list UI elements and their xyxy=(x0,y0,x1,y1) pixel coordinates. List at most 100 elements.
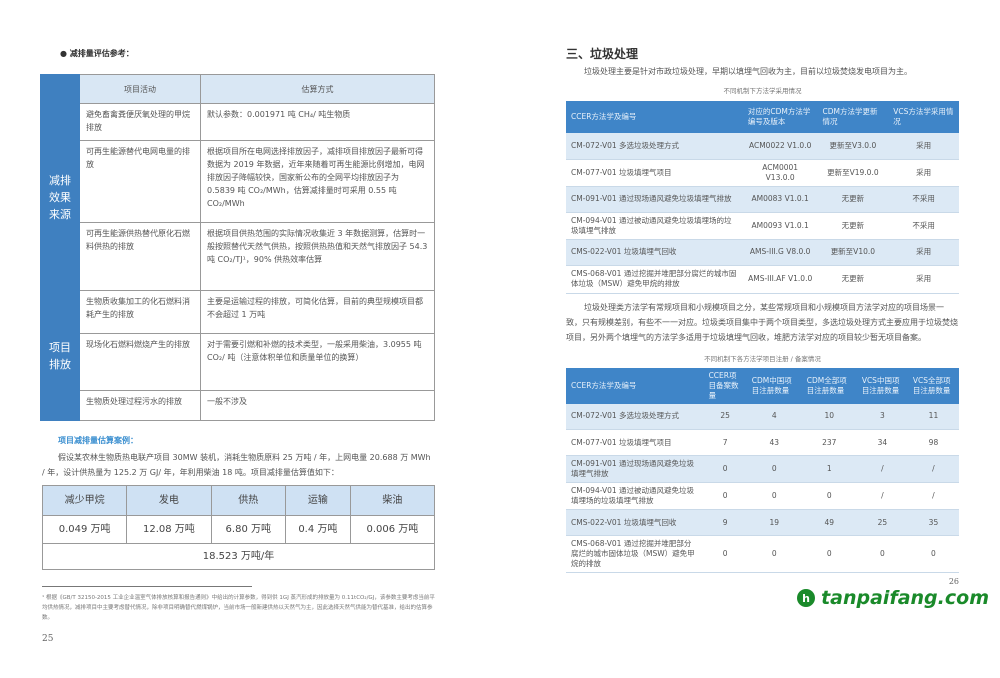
table-row: CMS-022-V01 垃圾填埋气回收 9 19 49 25 35 xyxy=(566,509,959,536)
methodology-table: CCER方法学及编号 对应的CDM方法学编号及版本 CDM方法学更新情况 VCS方法学… xyxy=(566,101,959,294)
page-number: 26 xyxy=(948,577,959,586)
value-cell: 0 xyxy=(801,482,857,510)
method-name-cell: CMS-022-V01 垃圾填埋气回收 xyxy=(566,239,743,266)
value-cell: 0 xyxy=(703,455,747,483)
table-row: CM-072-V01 多选垃圾处理方式 25 4 10 3 11 xyxy=(566,403,959,430)
table-row: CM-072-V01 多选垃圾处理方式 ACM0022 V1.0.0 更新至V3.0… xyxy=(566,133,959,160)
method-cell: 一般不涉及 xyxy=(200,390,435,421)
table1-caption: 不同机制下方法学采用情况 xyxy=(723,87,802,95)
value-cell: 0 xyxy=(746,535,802,573)
value-cell: 无更新 xyxy=(817,212,889,240)
method-name-cell: CM-094-V01 通过被动通风避免垃圾填埋场的垃圾填埋气排放 xyxy=(566,482,704,510)
value-cell: 0 xyxy=(746,455,802,483)
method-cell: 对于需要引燃和补燃的技术类型，一般采用柴油，3.0955 吨 CO₂/ 吨（注意… xyxy=(200,333,435,391)
registration-table: CCER方法学及编号 CCER项目备案数量 CDM中国项目注册数量 CDM全部项目注册… xyxy=(566,367,959,573)
value-cell: 49 xyxy=(801,509,857,536)
column-header: CDM方法学更新情况 xyxy=(817,101,889,133)
group-label: 项目排放 xyxy=(40,290,80,421)
footer: 26 h tanpaifang.com xyxy=(566,577,989,609)
table-row: CM-077-V01 垃圾填埋气项目 7 43 237 34 98 xyxy=(566,429,959,456)
value-cell: 98 xyxy=(907,429,959,456)
leaf-logo-icon: h xyxy=(797,589,816,607)
value-cell: 不采用 xyxy=(888,212,959,240)
value-cell: 10 xyxy=(801,403,857,430)
watermark-logo: h tanpaifang.com xyxy=(797,587,989,609)
summary-value: 0.006 万吨 xyxy=(349,515,436,544)
activity-cell: 可再生能源替代电网电量的排放 xyxy=(79,140,201,223)
value-cell: 11 xyxy=(907,403,959,430)
column-header: CCER方法学及编号 xyxy=(566,101,743,133)
table-row: 可再生能源供热替代原化石燃料供热的排放 根据项目供热范围的实际情况收集近 3 年数… xyxy=(41,222,435,291)
column-header: CCER项目备案数量 xyxy=(703,367,747,404)
method-name-cell: CM-077-V01 垃圾填埋气项目 xyxy=(566,159,743,187)
table-row: CM-091-V01 通过现场通风避免垃圾填埋气排放 AM0083 V1.0.1 无… xyxy=(566,186,959,213)
summary-total: 18.523 万吨/年 xyxy=(42,543,435,570)
table-row: 可再生能源替代电网电量的排放 根据项目所在电网选择排放因子，减排项目排放因子最新可… xyxy=(41,140,435,223)
table-row: CM-094-V01 通过被动通风避免垃圾填埋场的垃圾填埋气排放 0 0 0// xyxy=(566,482,959,510)
value-cell: / xyxy=(856,455,908,483)
section-title: 三、垃圾处理 xyxy=(566,47,639,61)
value-cell: ACM0001 V13.0.0 xyxy=(742,159,818,187)
value-cell: 0 xyxy=(703,482,747,510)
method-name-cell: CM-094-V01 通过被动通风避免垃圾填埋场的垃圾填埋气排放 xyxy=(566,212,743,240)
watermark-text: tanpaifang.com xyxy=(821,587,989,609)
value-cell: AMS-III.G V8.0.0 xyxy=(742,239,818,266)
value-cell: 1 xyxy=(801,455,857,483)
header-method: 估算方式 xyxy=(200,74,435,104)
value-cell: 43 xyxy=(746,429,802,456)
method-cell: 主要是运输过程的排放，可简化估算，目前的典型规模项目都不会超过 1 万吨 xyxy=(200,290,435,334)
summary-header: 运输 xyxy=(285,485,351,516)
activity-cell: 生物质处理过程污水的排放 xyxy=(79,390,201,421)
method-cell: 默认参数：0.001971 吨 CH₄/ 吨生物质 xyxy=(200,103,435,141)
value-cell: / xyxy=(907,482,959,510)
activity-cell: 可再生能源供热替代原化石燃料供热的排放 xyxy=(79,222,201,291)
page-right: 三、垃圾处理 垃圾处理主要是针对市政垃圾处理，早期以填埋气回收为主，目前以垃圾焚… xyxy=(566,47,989,609)
section-heading: ● 减排量评估参考： xyxy=(60,49,134,58)
value-cell: AM0083 V1.0.1 xyxy=(742,186,818,213)
column-header: 对应的CDM方法学编号及版本 xyxy=(742,101,818,133)
summary-value: 0.4 万吨 xyxy=(285,515,351,544)
value-cell: AMS-III.AF V1.0.0 xyxy=(742,265,818,294)
value-cell: 采用 xyxy=(888,133,959,160)
value-cell: 7 xyxy=(703,429,747,456)
table-row: 现场化石燃料燃烧产生的排放 对于需要引燃和补燃的技术类型，一般采用柴油，3.095… xyxy=(41,333,435,391)
column-header: VCS全部项目注册数量 xyxy=(907,367,959,404)
value-cell: 3 xyxy=(856,403,908,430)
footnote-divider xyxy=(42,586,252,587)
table-row: 减排效果来源 避免畜禽粪便厌氧处理的甲烷排放 默认参数：0.001971 吨 CH₄… xyxy=(40,103,435,291)
method-name-cell: CM-072-V01 多选垃圾处理方式 xyxy=(566,133,743,160)
value-cell: 237 xyxy=(801,429,857,456)
summary-header: 发电 xyxy=(126,485,212,516)
column-header: CDM中国项目注册数量 xyxy=(746,367,802,404)
table-row: CMS-068-V01 通过挖掘并堆肥部分腐烂的城市固体垃圾（MSW）避免甲烷的… xyxy=(566,535,959,573)
method-cell: 根据项目供热范围的实际情况收集近 3 年数据测算，估算时一般按照替代天然气供热，… xyxy=(200,222,435,291)
table-row: CM-077-V01 垃圾填埋气项目 ACM0001 V13.0.0 更新至V19.… xyxy=(566,159,959,187)
value-cell: 无更新 xyxy=(817,186,889,213)
column-header: VCS方法学采用情况 xyxy=(888,101,959,133)
value-cell: 4 xyxy=(746,403,802,430)
column-header: CDM全部项目注册数量 xyxy=(801,367,857,404)
table-row: 项目排放 生物质收集加工的化石燃料消耗产生的排放 主要是运输过程的排放，可简化估算，… xyxy=(40,290,435,421)
case-text: 假设某农林生物质热电联产项目 30MW 装机，消耗生物质原料 25 万吨 / 年… xyxy=(42,453,431,477)
table2-caption: 不同机制下各方法学项目注册 / 备案情况 xyxy=(704,354,821,363)
page-number: 25 xyxy=(42,634,54,644)
value-cell: 25 xyxy=(703,403,747,430)
method-cell: 根据项目所在电网选择排放因子，减排项目排放因子最新可得数据为 2019 年数据，… xyxy=(200,140,435,223)
activity-cell: 生物质收集加工的化石燃料消耗产生的排放 xyxy=(79,290,201,334)
value-cell: 更新至V19.0.0 xyxy=(817,159,889,187)
group-header-spacer xyxy=(40,74,80,104)
value-cell: 采用 xyxy=(888,265,959,294)
value-cell: / xyxy=(907,455,959,483)
column-header: VCS中国项目注册数量 xyxy=(856,367,908,404)
footnote: ¹ 根据《GB/T 32150-2015 工业企业温室气体排放核算和报告通则》中… xyxy=(42,595,435,621)
value-cell: 0 xyxy=(746,482,802,510)
method-name-cell: CM-077-V01 垃圾填埋气项目 xyxy=(566,429,704,456)
value-cell: ACM0022 V1.0.0 xyxy=(742,133,818,160)
value-cell: 更新至V10.0 xyxy=(817,239,889,266)
value-cell: 无更新 xyxy=(817,265,889,294)
method-name-cell: CM-072-V01 多选垃圾处理方式 xyxy=(566,403,704,430)
activity-cell: 现场化石燃料燃烧产生的排放 xyxy=(79,333,201,391)
table-row: 生物质处理过程污水的排放 一般不涉及 xyxy=(41,390,435,421)
method-name-cell: CM-091-V01 通过现场通风避免垃圾填埋气排放 xyxy=(566,186,743,213)
value-cell: 19 xyxy=(746,509,802,536)
